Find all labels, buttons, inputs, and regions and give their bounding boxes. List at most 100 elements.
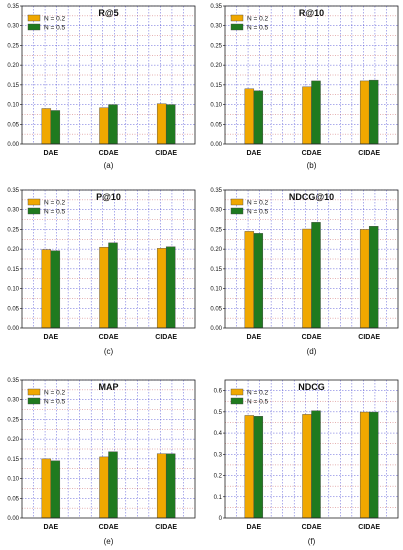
y-tick-label: 0.15 <box>7 83 19 89</box>
y-tick-label: 0.6 <box>214 389 223 395</box>
y-tick-label: 0.25 <box>7 227 19 233</box>
legend-swatch <box>230 388 244 396</box>
y-tick-label: 0.25 <box>7 417 19 423</box>
legend-swatch <box>27 397 41 405</box>
x-tick-label: CIDAE <box>358 150 380 157</box>
legend-label: N = 0.5 <box>247 399 269 406</box>
bar-cdae-series-2 <box>311 410 321 519</box>
legend-swatch <box>230 207 244 215</box>
bar-dae-series-1 <box>41 108 52 145</box>
bar-cidae-series-1 <box>156 248 167 329</box>
bar-cidae-series-2 <box>165 246 176 329</box>
chart-panel-5: 0.00 0.05 0.10 0.15 0.20 0.25 0.30 0.35 DAE CDAE C… <box>7 378 196 546</box>
bar-cidae-series-1 <box>156 453 167 519</box>
bar-dae-series-2 <box>253 233 264 329</box>
bar-cidae-series-2 <box>368 226 379 329</box>
plot-frame <box>21 189 196 329</box>
bar-cdae-series-2 <box>108 451 118 519</box>
y-tick-label: 0.10 <box>7 103 19 109</box>
y-tick-label: 0.4 <box>214 431 223 437</box>
y-tick-label: 0.15 <box>210 267 222 273</box>
bar-cdae-series-1 <box>302 228 312 329</box>
bar-cidae-series-1 <box>359 229 370 329</box>
legend-swatch <box>230 198 244 206</box>
legend-label: N = 0.5 <box>44 25 66 32</box>
y-tick-label: 0.05 <box>7 122 19 128</box>
y-tick-label: 0.10 <box>7 287 19 293</box>
bar-cidae-series-2 <box>368 411 379 519</box>
y-tick-label: 0.2 <box>214 474 223 480</box>
x-tick-label: DAE <box>43 524 58 531</box>
legend-label: N = 0.5 <box>247 209 269 216</box>
bar-cdae-series-1 <box>99 456 109 519</box>
chart-title: P@10 <box>96 192 121 202</box>
y-tick-label: 0.20 <box>210 63 222 69</box>
y-tick-label: 0.10 <box>7 477 19 483</box>
y-tick-label: 0.15 <box>7 267 19 273</box>
bar-cdae-series-2 <box>311 80 321 145</box>
y-tick-label: 0.25 <box>210 227 222 233</box>
y-tick-label: 0.35 <box>7 4 19 10</box>
bar-cidae-series-2 <box>165 453 176 519</box>
y-tick-label: 0.00 <box>210 326 222 332</box>
bar-cdae-series-1 <box>302 86 312 145</box>
x-tick-label: DAE <box>43 334 58 341</box>
legend-label: N = 0.2 <box>44 16 66 23</box>
y-tick-label: 0.5 <box>214 410 223 416</box>
y-tick-label: 0.30 <box>210 24 222 30</box>
bar-cdae-series-1 <box>99 107 109 145</box>
y-tick-label: 0.00 <box>7 516 19 522</box>
x-tick-label: CDAE <box>302 150 322 157</box>
y-tick-label: 0.30 <box>7 208 19 214</box>
y-tick-label: 0.20 <box>7 437 19 443</box>
legend-label: N = 0.2 <box>247 390 269 397</box>
chart-panel-2: 0.00 0.05 0.10 0.15 0.20 0.25 0.30 0.35 DAE CDAE C… <box>210 4 399 170</box>
x-tick-label: CIDAE <box>155 524 177 531</box>
y-tick-label: 0.05 <box>7 306 19 312</box>
x-tick-label: DAE <box>43 150 58 157</box>
y-tick-label: 0.00 <box>210 142 222 148</box>
bar-dae-series-2 <box>50 110 61 145</box>
bar-dae-series-1 <box>244 231 255 329</box>
chart-title: NDCG@10 <box>289 192 334 202</box>
legend-swatch <box>27 23 41 31</box>
bar-cidae-series-2 <box>368 79 379 145</box>
bar-dae-series-2 <box>253 90 264 145</box>
y-tick-label: 0.00 <box>7 142 19 148</box>
legend-swatch <box>27 207 41 215</box>
chart-panel-4: 0.00 0.05 0.10 0.15 0.20 0.25 0.30 0.35 DAE CDAE C… <box>210 188 399 356</box>
legend-label: N = 0.2 <box>44 200 66 207</box>
chart-title: R@5 <box>98 8 118 18</box>
bar-dae-series-1 <box>244 415 255 519</box>
y-tick-label: 0.35 <box>210 4 222 10</box>
y-tick-label: 0.30 <box>7 24 19 30</box>
bar-dae-series-1 <box>41 458 52 519</box>
y-tick-label: 0.10 <box>210 287 222 293</box>
chart-panel-6: 0 0.1 0.2 0.3 0.4 0.5 0.6 DAE CDAE CIDAE NDCG N = 0… <box>214 379 399 546</box>
x-tick-label: CIDAE <box>155 334 177 341</box>
bar-dae-series-2 <box>50 460 61 519</box>
plot-frame <box>224 189 399 329</box>
y-tick-label: 0.30 <box>7 398 19 404</box>
x-tick-label: DAE <box>246 150 261 157</box>
y-tick-label: 0.20 <box>7 247 19 253</box>
y-tick-label: 0.25 <box>210 43 222 49</box>
y-tick-label: 0 <box>219 516 223 522</box>
chart-panel-1: 0.00 0.05 0.10 0.15 0.20 0.25 0.30 0.35 DAE CDAE C… <box>7 4 196 170</box>
y-tick-label: 0.35 <box>7 188 19 194</box>
y-tick-label: 0.05 <box>7 496 19 502</box>
bar-cdae-series-1 <box>302 414 312 519</box>
panel-caption: (e) <box>104 537 114 546</box>
legend-swatch <box>27 14 41 22</box>
panel-caption: (a) <box>104 161 114 170</box>
chart-title: NDCG <box>298 382 325 392</box>
legend-label: N = 0.2 <box>44 390 66 397</box>
plot-frame <box>224 379 399 519</box>
x-tick-label: CIDAE <box>358 334 380 341</box>
y-tick-label: 0.3 <box>214 452 223 458</box>
legend-label: N = 0.2 <box>247 16 269 23</box>
y-tick-label: 0.20 <box>7 63 19 69</box>
y-tick-label: 0.05 <box>210 306 222 312</box>
y-tick-label: 0.30 <box>210 208 222 214</box>
